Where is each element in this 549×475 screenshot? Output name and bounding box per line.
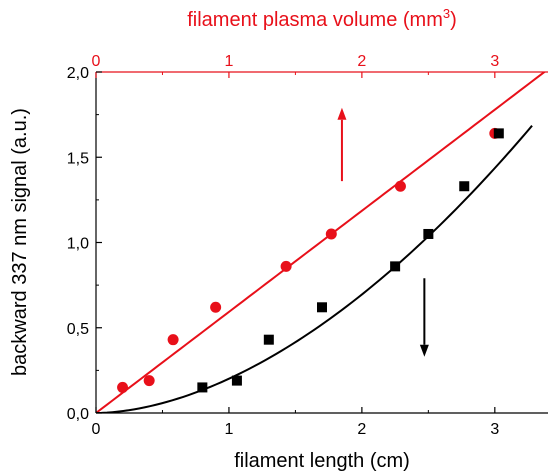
data-point-circle [167, 334, 179, 346]
down-arrow [419, 278, 429, 357]
y-axis-title: backward 337 nm signal (a.u.) [9, 108, 31, 376]
x-tick-label: 0 [92, 421, 101, 438]
data-point-circle [143, 375, 155, 387]
y-tick-label: 0,5 [67, 321, 89, 338]
x-tick-label: 3 [490, 421, 499, 438]
data-point-square [263, 334, 274, 345]
x2-axis-title-exponent: 3 [443, 6, 450, 21]
data-point-square [423, 228, 434, 239]
power-fit-line [96, 125, 533, 413]
data-point-square [390, 261, 401, 272]
x-tick-label: 1 [224, 421, 233, 438]
x2-tick-label: 0 [92, 53, 101, 70]
linear-fit-line [96, 72, 547, 413]
x-axis-title: filament length (cm) [234, 450, 410, 472]
data-point-circle [210, 301, 222, 313]
data-point-square [459, 181, 470, 192]
data-point-square [493, 128, 504, 139]
x2-axis-title-close: ) [450, 9, 457, 31]
x2-tick-label: 2 [357, 53, 366, 70]
y-tick-label: 1,5 [67, 150, 89, 167]
x2-tick-label: 1 [224, 53, 233, 70]
y-tick-label: 1,0 [67, 236, 89, 253]
fit-lines [96, 72, 547, 413]
up-arrow-head [337, 107, 347, 120]
x-tick-label: 2 [357, 421, 366, 438]
up-arrow [337, 107, 347, 182]
x2-tick-label: 3 [490, 53, 499, 70]
data-point-square [197, 382, 208, 393]
data-point-square [231, 375, 242, 386]
down-arrow-head [419, 344, 429, 357]
data-markers [117, 127, 504, 393]
y-tick-label: 0,0 [67, 406, 89, 423]
data-point-circle [117, 381, 129, 393]
data-point-circle [325, 228, 337, 240]
data-point-circle [394, 180, 406, 192]
x2-axis-title-main: filament plasma volume (mm [187, 9, 443, 31]
data-point-square [317, 302, 327, 313]
y-tick-label: 2,0 [67, 65, 89, 82]
annotation-arrows [337, 107, 429, 357]
data-point-circle [280, 260, 292, 272]
axes: 0 1 2 3 0 1 2 3 0,0 0,5 1,0 1,5 2,0 [67, 53, 548, 438]
x2-axis-title: filament plasma volume (mm3) [187, 6, 457, 31]
